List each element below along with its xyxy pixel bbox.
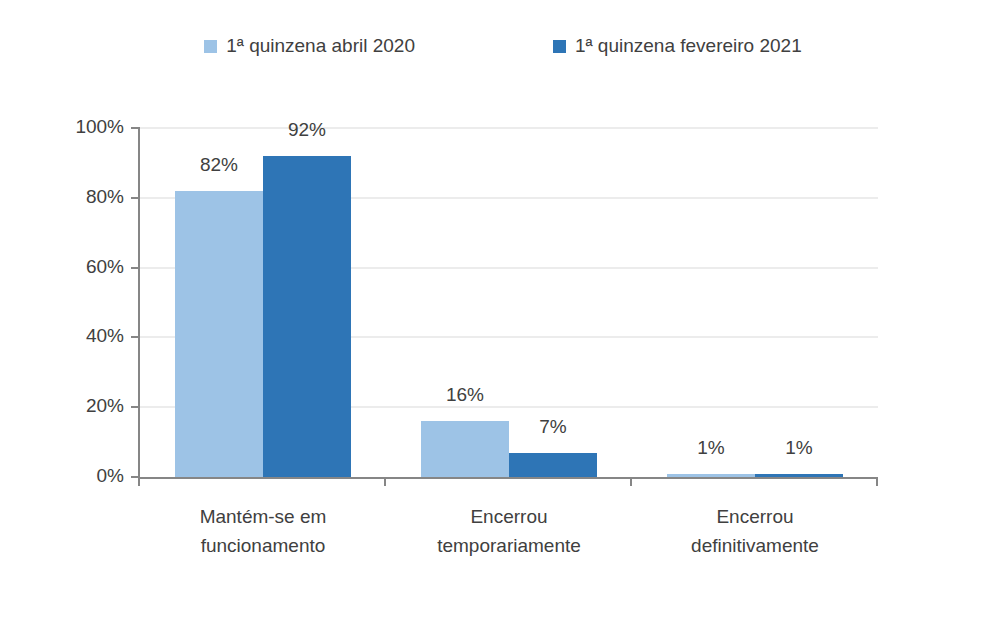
bar-february-2021: [263, 156, 351, 477]
bar-april-2020: [421, 421, 509, 477]
category-label: Encerrou temporariamente: [409, 502, 609, 560]
value-label: 82%: [169, 153, 269, 177]
bar-april-2020: [667, 474, 755, 477]
value-label: 7%: [503, 415, 603, 439]
y-tick-label: 60%: [48, 256, 124, 278]
y-tick-label: 40%: [48, 325, 124, 347]
bar-february-2021: [509, 453, 597, 477]
x-axis-tick: [876, 477, 878, 486]
y-axis-line: [138, 128, 140, 486]
y-tick-label: 20%: [48, 395, 124, 417]
bar-april-2020: [175, 191, 263, 477]
plot-area: 0% 20% 40% 60% 80% 100% 82% 92% Mantém-se em fun…: [0, 0, 1006, 628]
x-axis-tick: [384, 477, 386, 486]
bar-chart-figure: 1ª quinzena abril 2020 1ª quinzena fever…: [0, 0, 1006, 628]
y-tick-label: 0%: [48, 465, 124, 487]
y-tick-label: 80%: [48, 186, 124, 208]
x-axis-line: [138, 477, 878, 479]
category-label: Encerrou definitivamente: [655, 502, 855, 560]
category-label: Mantém-se em funcionamento: [163, 502, 363, 560]
bar-february-2021: [755, 474, 843, 477]
y-tick-label: 100%: [48, 116, 124, 138]
x-axis-tick: [630, 477, 632, 486]
value-label: 1%: [749, 436, 849, 460]
value-label: 16%: [415, 383, 515, 407]
value-label: 1%: [661, 436, 761, 460]
value-label: 92%: [257, 118, 357, 142]
gridline: [140, 127, 878, 129]
